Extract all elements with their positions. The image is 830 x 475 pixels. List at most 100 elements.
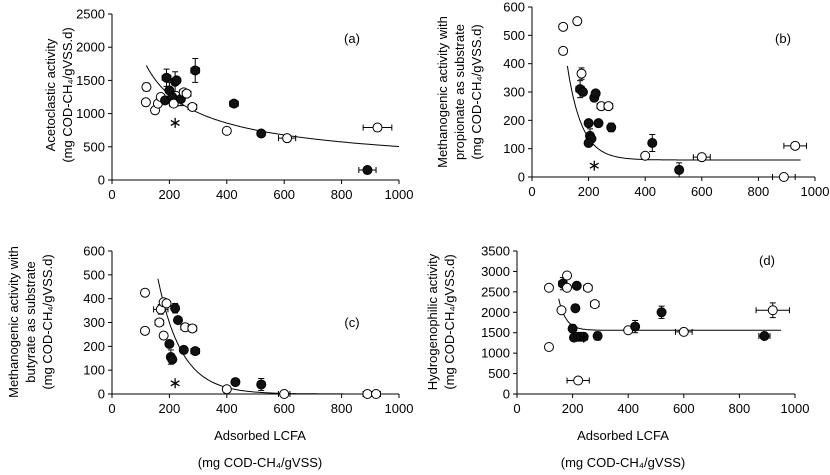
panel-d-ytick-label: 500 [488,366,510,381]
panel-a-ylabel-line-1: Acetoclastic activity [43,38,58,151]
panel-a-xtick-label: 400 [216,187,238,202]
panel-a-xtick-label: 200 [159,187,181,202]
panel-b-point-filled [606,122,617,133]
panel-a-ytick-label: 1500 [76,73,105,88]
panel-d-point-filled [570,303,581,314]
panel-d-ytick-label: 0 [503,387,510,402]
panel-c-xtick-label: 600 [273,401,295,416]
panel-c-ytick-label: 0 [98,387,105,402]
panel-a-ylabel-line-2: (mg COD-CH₄/gVSS.d) [60,27,75,162]
panel-a-ytick-label: 1000 [76,106,105,121]
panel-c-ytick-label: 100 [83,363,105,378]
panel-a-point-open [372,122,383,133]
panel-a-label: (a) [344,31,360,46]
panel-c-xtick-label: 400 [216,401,238,416]
panel-d-point-filled [656,307,667,318]
panel-b-point-open [572,16,583,27]
panel-a-point-filled [256,128,267,139]
panel-b: Methanogenic activity with propionate as… [435,0,829,199]
panel-b-ytick-label: 500 [503,28,525,43]
panel-b-ytick-label: 400 [503,56,525,71]
panel-c-point-open [154,317,165,328]
panel-a: Acetoclastic activity (mg COD-CH₄/gVSS.d… [43,7,413,203]
panel-d-ytick-label: 1500 [481,325,510,340]
panel-c-point-filled [256,379,267,390]
panel-a-point-filled [190,65,201,76]
panel-c-point-open [158,330,169,341]
panel-d-point-open [582,282,593,293]
panel-d-xtick-label: 200 [562,401,584,416]
panel-b-point-filled [647,138,658,148]
panel-b-label: (b) [775,31,791,46]
panel-a-point-filled [171,75,182,86]
panel-c-ytick-label: 500 [83,267,105,282]
panel-c-xtick-label: 0 [108,401,115,416]
panel-c-point-filled [170,303,181,314]
panel-a-point-open [221,125,232,136]
panel-c-ylabel-line-3: (mg COD-CH₄/gVSS.d) [40,254,55,389]
panel-d-point-open [573,375,584,386]
panel-c-point-open [140,325,151,336]
panel-b-point-open [696,152,707,163]
panel-d-xtick-label: 0 [513,401,520,416]
panel-c-star-stroke [170,380,180,387]
panel-d-xtick-label: 600 [673,401,695,416]
panel-b-xtick-label: 0 [528,184,535,199]
panel-b-ytick-label: 300 [503,85,525,100]
panel-a-ytick-label: 500 [83,139,105,154]
panel-b-point-filled [593,118,604,129]
panel-b-point-filled [674,164,685,175]
panel-b-ytick-label: 200 [503,113,525,128]
panel-b-point-open [558,21,569,32]
panel-c: Methanogenic activity with butyrate as s… [6,244,413,471]
panel-d-xtick-label: 800 [729,401,751,416]
panel-a-point-open [181,88,192,99]
panel-c-ytick-label: 300 [83,315,105,330]
panel-a-star-marker [170,117,180,128]
panel-d-point-open [562,282,573,293]
panel-d-xtick-label: 1000 [781,401,810,416]
panel-a-xtick-label: 800 [331,187,353,202]
panel-d-ytick-label: 2000 [481,305,510,320]
panel-a-fit-curve [145,65,399,147]
panel-a-ytick-label: 2500 [76,7,105,22]
panel-d-point-filled [592,330,603,341]
panel-b-star-stroke [589,162,599,169]
panel-d-label: (d) [759,253,775,268]
panel-d-ytick-label: 3500 [481,244,510,259]
panel-b-point-filled [583,138,594,148]
panel-b-point-open [640,150,651,161]
panel-b-xtick-label: 200 [578,184,600,199]
panel-a-star-stroke [170,119,180,126]
panel-b-ytick-label: 100 [503,141,525,156]
panel-a-ytick-label: 2000 [76,40,105,55]
panel-b-point-open [576,68,587,79]
panel-b-point-filled [577,87,588,97]
panel-d-xtick-label: 400 [617,401,639,416]
panel-b-ylabel-line-3: (mg COD-CH₄/gVSS.d) [469,24,484,159]
panel-b-ytick-label: 0 [518,170,525,185]
panel-d-ytick-label: 3000 [481,264,510,279]
panel-c-label: (c) [344,315,359,330]
panel-b-ytick-label: 600 [503,0,525,15]
panel-d: Hydrogenophilic activity (mg COD-CH₄/gVS… [425,244,809,471]
panel-d-ytick-label: 1000 [481,346,510,361]
panel-b-point-open [778,172,789,182]
panel-d-star-stroke [579,334,589,341]
panel-d-point-open [543,282,554,293]
panel-a-point-open [168,98,179,109]
panel-b-ylabel-line-1: Methanogenic activity with [435,16,450,168]
panel-a-xtick-label: 600 [273,187,295,202]
panel-c-ytick-label: 600 [83,244,105,259]
panel-b-ylabel-line-2: propionate as substrate [452,24,467,160]
panel-d-point-filled [571,280,582,291]
panel-d-point-open [543,342,554,353]
panel-a-point-filled [161,72,172,83]
panel-c-ytick-label: 400 [83,291,105,306]
panel-d-ylabel-line-2: (mg COD-CH₄/gVSS.d) [442,254,457,389]
panel-d-point-filled [567,323,578,334]
panel-c-point-filled [190,346,201,357]
panel-d-point-filled [630,321,641,332]
panel-a-xtick-label: 0 [108,187,115,202]
panel-c-point-filled [167,354,178,365]
